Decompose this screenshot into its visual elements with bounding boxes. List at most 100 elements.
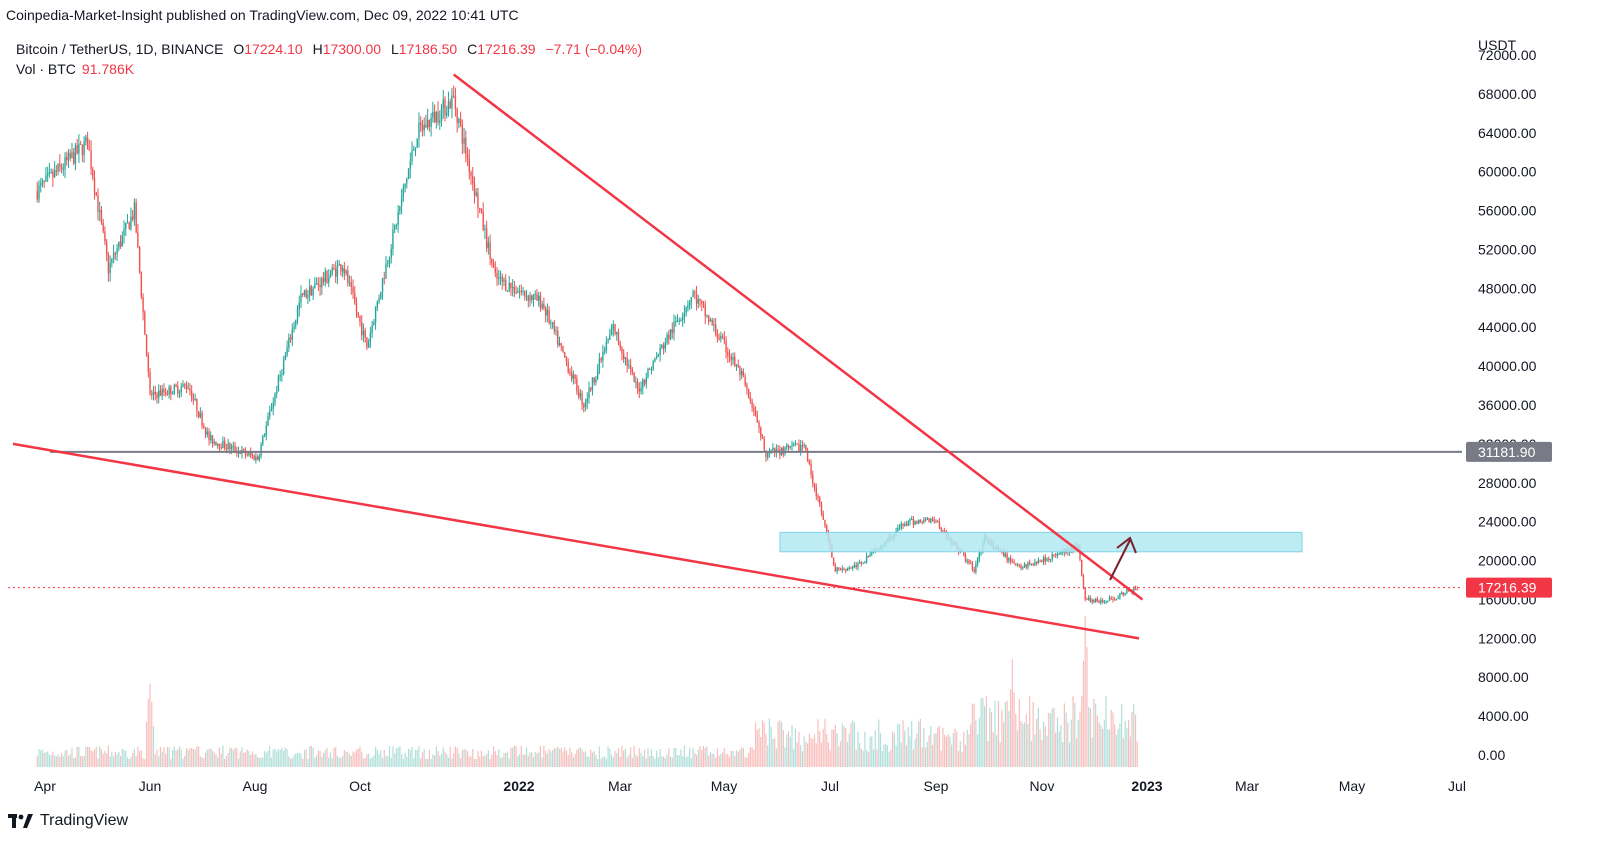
price-unit[interactable]: USDT xyxy=(1478,37,1517,53)
candle-body xyxy=(1049,559,1052,561)
candle-body xyxy=(813,483,816,488)
candle-body xyxy=(900,523,902,528)
candle-body xyxy=(425,124,427,128)
volume-bar xyxy=(564,747,566,767)
candle-body xyxy=(57,163,59,172)
volume-bar xyxy=(109,756,111,767)
footer-brand[interactable]: TradingView xyxy=(8,812,128,830)
volume-bar xyxy=(331,758,333,767)
candle-body xyxy=(1039,560,1041,562)
volume-bar xyxy=(656,750,658,767)
volume-bar xyxy=(956,731,958,767)
candle-body xyxy=(400,196,403,206)
breakout-arrow[interactable] xyxy=(1109,536,1137,581)
candle-body xyxy=(701,301,703,304)
volume-bar xyxy=(812,738,814,767)
volume-bar xyxy=(754,722,757,767)
upper-trendline[interactable] xyxy=(452,73,1144,601)
volume-label[interactable]: Vol · BTC xyxy=(16,61,76,77)
candle-body xyxy=(508,283,510,291)
volume-bar xyxy=(451,758,453,767)
symbol-label[interactable]: Bitcoin / TetherUS, 1D, BINANCE xyxy=(16,41,224,57)
candle-body xyxy=(576,378,578,392)
candle-body xyxy=(206,431,208,435)
volume-bar xyxy=(612,757,614,767)
candle-body xyxy=(789,446,791,448)
volume-bar xyxy=(258,757,260,767)
candle-body xyxy=(1048,558,1050,561)
candle-body xyxy=(730,356,732,361)
candle-body xyxy=(662,345,665,349)
volume-bar xyxy=(1067,722,1069,767)
volume-bar xyxy=(182,758,184,767)
volume-bar xyxy=(992,732,994,767)
candle-body xyxy=(786,445,788,448)
volume-bar xyxy=(187,749,189,767)
lower-trendline[interactable] xyxy=(12,442,1140,640)
volume-bar xyxy=(453,753,455,767)
volume-bar xyxy=(227,752,229,767)
volume-bar xyxy=(989,707,991,767)
volume-bar xyxy=(409,750,411,767)
candle-body xyxy=(48,172,51,174)
volume-bar xyxy=(593,751,595,767)
candle-body xyxy=(858,562,861,564)
candle-body xyxy=(647,368,649,378)
candle-body xyxy=(562,345,564,352)
candle-body xyxy=(595,378,597,383)
candle-body xyxy=(1115,598,1118,600)
candle-body xyxy=(359,315,361,323)
volume-bar xyxy=(1081,696,1083,767)
candle-body xyxy=(536,293,538,301)
volume-bar xyxy=(296,753,299,767)
candle-body xyxy=(312,288,314,296)
candle-body xyxy=(341,268,344,272)
volume-bar xyxy=(937,727,939,767)
candle-body xyxy=(187,388,189,390)
volume-bar xyxy=(364,758,366,767)
candle-body xyxy=(302,293,304,295)
volume-bar xyxy=(269,746,271,767)
candle-body xyxy=(558,343,561,345)
time-axis[interactable]: Apr Jun Aug Oct 2022 Mar May Jul Sep Nov 2023 Mar Ma… xyxy=(34,778,1466,794)
candle-body xyxy=(321,277,323,288)
volume-bar xyxy=(789,736,791,767)
volume-bar xyxy=(640,752,642,767)
candle-body xyxy=(588,387,590,399)
x-tick-label: Mar xyxy=(1235,778,1259,794)
candle-body xyxy=(746,384,748,390)
volume-bar xyxy=(569,748,571,767)
candle-body xyxy=(633,372,635,383)
candle-body xyxy=(681,316,684,321)
candle-body xyxy=(1094,598,1097,603)
candle-body xyxy=(116,248,118,255)
change-value: −7.71 (−0.04%) xyxy=(545,41,643,57)
y-tick-label: 56000.00 xyxy=(1478,203,1537,219)
volume-bar xyxy=(421,752,424,767)
candle-body xyxy=(912,519,915,525)
volume-bar xyxy=(952,733,954,767)
volume-bar xyxy=(777,721,779,767)
volume-bar xyxy=(147,698,149,767)
volume-bar xyxy=(715,758,717,767)
candle-body xyxy=(492,263,495,268)
volume-bar xyxy=(732,750,734,767)
candle-body xyxy=(281,373,283,375)
price-axis[interactable]: 72000.00 68000.00 64000.00 60000.00 56000.00… xyxy=(1478,47,1537,763)
candle-body xyxy=(275,391,278,394)
volume-bar xyxy=(262,757,264,767)
volume-bar xyxy=(659,749,661,767)
volume-bar xyxy=(893,733,895,767)
volume-bar xyxy=(145,721,148,767)
volume-bar xyxy=(347,751,349,767)
candle-body xyxy=(1081,559,1083,577)
candle-body xyxy=(1096,598,1099,602)
volume-bar xyxy=(67,755,70,767)
resistance-zone[interactable] xyxy=(779,531,1303,553)
candle-body xyxy=(203,425,205,428)
candle-body xyxy=(43,180,45,182)
volume-bar xyxy=(664,758,666,767)
volume-bar xyxy=(638,748,640,767)
volume-bar xyxy=(460,758,462,767)
